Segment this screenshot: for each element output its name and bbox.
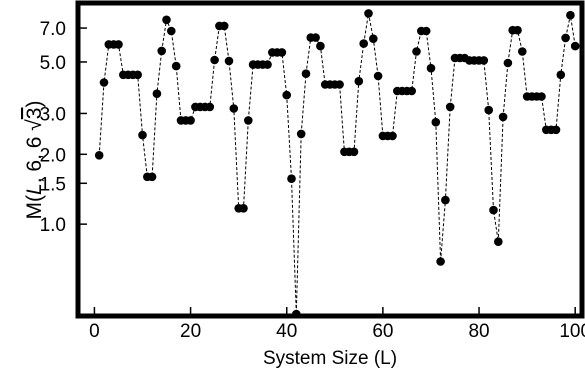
y-title-radical-sign: √: [23, 119, 46, 131]
data-point: [570, 41, 580, 51]
x-tick-label: 0: [89, 321, 100, 342]
data-point: [219, 21, 229, 31]
data-point: [152, 89, 162, 98]
data-point: [489, 205, 498, 215]
x-axis-title: System Size (L): [263, 348, 397, 369]
y-title-var: L: [23, 183, 46, 195]
data-point: [445, 102, 455, 112]
data-point: [244, 116, 253, 125]
data-point: [162, 15, 171, 25]
data-point: [167, 26, 176, 36]
y-tick-label: 1.0: [40, 215, 66, 236]
data-point: [484, 105, 494, 115]
data-point: [229, 104, 239, 113]
data-point: [369, 34, 378, 43]
y-tick-label: 5.0: [40, 53, 66, 74]
data-point: [335, 80, 344, 89]
data-point: [364, 9, 373, 18]
data-point: [316, 41, 325, 51]
data-point: [388, 131, 397, 141]
data-point: [479, 56, 489, 65]
x-tick-label: 100: [559, 321, 585, 342]
data-point: [551, 125, 561, 135]
y-title-radical: 3: [23, 108, 46, 120]
y-title-suffix: ): [23, 101, 46, 108]
y-tick-label: 7.0: [40, 19, 66, 40]
data-point: [263, 60, 272, 69]
data-point: [407, 86, 417, 96]
data-point: [147, 172, 157, 182]
data-point: [239, 204, 248, 213]
data-point: [513, 25, 522, 35]
data-point: [349, 147, 359, 157]
data-point: [421, 26, 431, 36]
x-tick-label: 40: [276, 321, 297, 342]
data-point: [431, 117, 441, 127]
data-point: [412, 47, 421, 56]
data-point: [277, 48, 287, 57]
x-tick-label: 60: [372, 321, 393, 342]
data-point: [205, 102, 215, 112]
data-point: [498, 112, 508, 122]
data-point: [373, 71, 383, 81]
plot-layer: [94, 9, 580, 319]
data-point: [354, 76, 364, 86]
data-point: [186, 116, 195, 125]
x-tick-label: 80: [468, 321, 489, 342]
data-point: [561, 33, 570, 43]
data-point: [171, 61, 181, 71]
data-point: [94, 151, 104, 160]
x-axis-ticks: 0 20 40 60 80 100: [89, 307, 585, 342]
series-line: [98, 13, 576, 315]
data-point: [157, 46, 166, 56]
y-axis-title: M(L, 6, 6 √3): [23, 101, 46, 220]
data-point: [556, 70, 566, 80]
data-point: [224, 56, 234, 66]
data-point: [133, 70, 142, 80]
data-point: [566, 10, 575, 20]
data-point: [301, 69, 311, 78]
data-point: [296, 129, 306, 139]
y-title-prefix: M(: [23, 195, 46, 220]
y-tick-label: 3.0: [40, 104, 66, 125]
data-point: [287, 174, 296, 183]
y-axis-ticks: 1.0 1.5 2.0 3.0 5.0 7.0: [40, 19, 87, 236]
data-point: [311, 33, 320, 42]
data-point: [441, 195, 450, 205]
data-point: [426, 63, 436, 73]
data-point: [282, 90, 292, 100]
data-point: [138, 130, 147, 140]
plot-frame: [75, 0, 585, 319]
data-point: [503, 58, 513, 68]
data-point: [436, 257, 445, 266]
y-tick-label: 2.0: [40, 145, 66, 166]
y-tick-label: 1.5: [40, 174, 66, 195]
data-point: [494, 237, 503, 246]
data-point: [210, 55, 219, 65]
svg-text:M(L, 6, 6 √3): M(L, 6, 6 √3): [23, 101, 46, 220]
data-point: [99, 78, 109, 87]
data-point: [359, 39, 369, 48]
data-point: [518, 47, 527, 56]
x-tick-label: 20: [180, 321, 201, 342]
data-point: [114, 40, 123, 49]
data-point: [537, 92, 546, 101]
y-title-args: , 6, 6: [23, 131, 46, 184]
